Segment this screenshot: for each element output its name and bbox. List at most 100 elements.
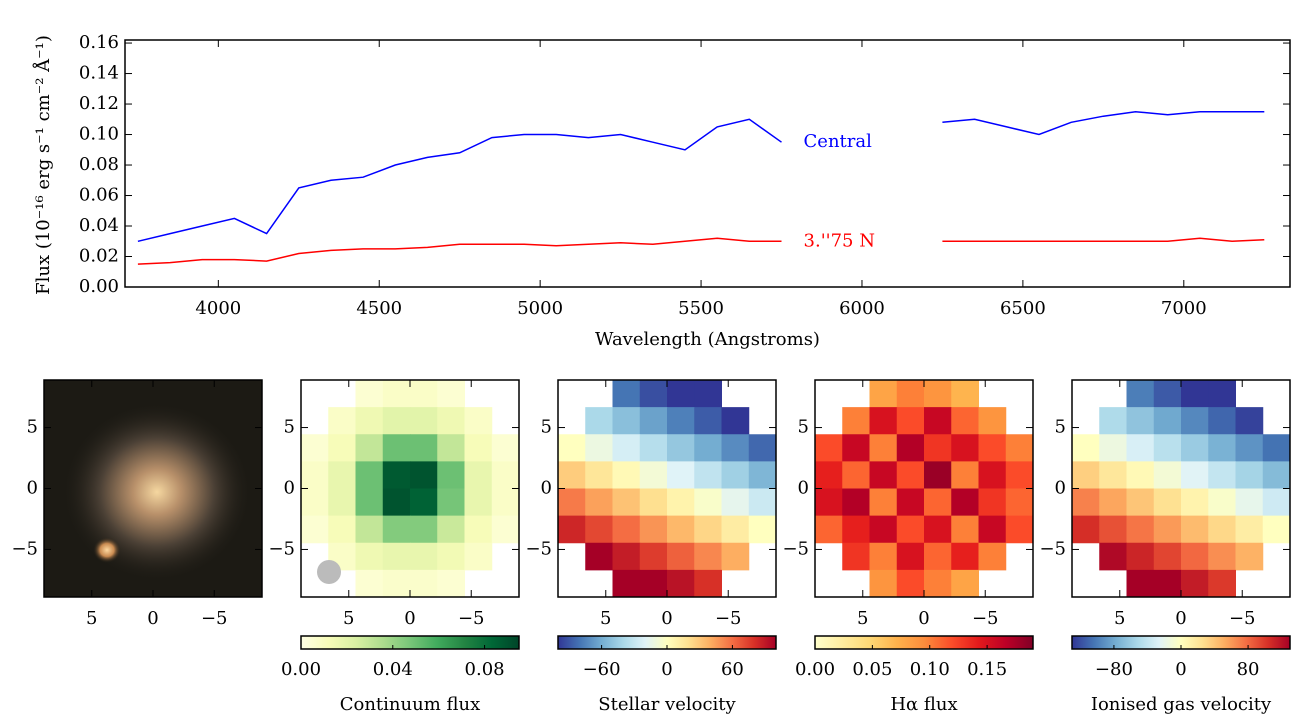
map-pixel	[612, 407, 641, 435]
map-pixel	[1005, 515, 1034, 544]
map-pixel	[301, 461, 329, 489]
map-pixel	[639, 380, 668, 408]
map-pixel	[896, 461, 925, 489]
map-pixel	[1099, 407, 1127, 435]
map-pixel	[410, 407, 438, 435]
map-pixel	[1262, 515, 1291, 544]
map-pixel	[382, 542, 411, 571]
map-pixel	[437, 542, 465, 571]
map-pixel	[355, 434, 384, 462]
y-tick-label: 0.06	[79, 185, 119, 206]
map-pixel	[612, 488, 641, 517]
map-pixel	[721, 515, 750, 544]
map-pixel	[896, 542, 925, 571]
map-pixel	[639, 434, 668, 462]
map-pixel	[978, 515, 1007, 544]
y-tick-label: 0.10	[79, 124, 119, 145]
x-tick-label: 5000	[517, 298, 563, 319]
map-pixel	[1099, 434, 1127, 462]
map-pixel	[694, 542, 722, 571]
map-pixel	[1208, 434, 1236, 462]
map-pixel	[1235, 461, 1264, 489]
map-pixel	[896, 380, 925, 408]
x-tick-label: 6000	[839, 298, 885, 319]
map-pixel	[1153, 461, 1182, 489]
map-pixel	[355, 461, 384, 489]
map-pixel	[437, 569, 465, 598]
y-tick-label: 5	[1055, 417, 1066, 438]
map-pixel	[1153, 569, 1182, 598]
x-tick-label: 6500	[1000, 298, 1046, 319]
map-pixel	[815, 461, 843, 489]
colorbar-tick-label: 60	[721, 659, 744, 680]
map-pixel	[1181, 434, 1209, 462]
map-pixel	[667, 461, 695, 489]
map-pixel	[1181, 488, 1209, 517]
y-tick-label: 0.00	[79, 276, 119, 297]
map-pixel	[869, 569, 898, 598]
map-pixel	[585, 515, 613, 544]
map-pixel	[1126, 542, 1155, 571]
x-tick-label: −5	[201, 608, 228, 629]
map-pixel	[978, 488, 1007, 517]
map-pixel	[355, 380, 384, 408]
map-pixel	[301, 434, 329, 462]
map-pixel	[382, 380, 411, 408]
y-tick-label: 5	[798, 417, 809, 438]
map-pixel	[491, 515, 520, 544]
map-pixel	[924, 461, 952, 489]
map-pixel	[1181, 380, 1209, 408]
spectrum-line	[137, 237, 1265, 265]
map-pixel	[585, 461, 613, 489]
map-pixel	[924, 515, 952, 544]
colorbar-tick-label: 0.00	[281, 659, 321, 680]
map-pixel	[612, 380, 641, 408]
map-pixel	[491, 461, 520, 489]
map-pixel	[924, 380, 952, 408]
map-pixel	[464, 407, 493, 435]
colorbar-label: Ionised gas velocity	[1091, 694, 1272, 715]
map-pixel	[667, 407, 695, 435]
y-tick-label: 0	[284, 478, 295, 499]
map-pixel	[328, 434, 356, 462]
map-pixel	[355, 515, 384, 544]
map-pixel	[1005, 434, 1034, 462]
map-pixel	[410, 542, 438, 571]
x-tick-label: −5	[715, 608, 742, 629]
map-pixel	[639, 407, 668, 435]
map-pixel	[437, 461, 465, 489]
map-pixel	[437, 407, 465, 435]
map-pixel	[869, 542, 898, 571]
map-pixel	[1099, 461, 1127, 489]
y-tick-label: 0.02	[79, 246, 119, 267]
map-pixel	[978, 461, 1007, 489]
map-pixel	[410, 434, 438, 462]
map-pixel	[639, 515, 668, 544]
map-pixel	[1235, 515, 1264, 544]
colorbar-tick-label: 0	[1175, 659, 1186, 680]
y-tick-label: 5	[541, 417, 552, 438]
map-pixel	[1126, 461, 1155, 489]
map-pixel	[1072, 515, 1100, 544]
map-pixel	[355, 407, 384, 435]
x-tick-label: 7000	[1161, 298, 1207, 319]
map-pixel	[328, 488, 356, 517]
map-pixel	[951, 488, 979, 517]
y-tick-label: −5	[268, 538, 295, 559]
map-pixel	[639, 488, 668, 517]
map-pixel	[869, 461, 898, 489]
map-pixel	[328, 407, 356, 435]
map-pixel	[1099, 515, 1127, 544]
map-pixel	[1153, 515, 1182, 544]
map-pixel	[558, 515, 586, 544]
map-pixel	[410, 488, 438, 517]
map-pixel	[1208, 569, 1236, 598]
map-pixel	[748, 461, 777, 489]
map-pixel	[1208, 488, 1236, 517]
map-pixel	[382, 488, 411, 517]
map-pixel	[815, 434, 843, 462]
map-pixel	[464, 542, 493, 571]
colorbar-tick-label: 0.05	[852, 659, 892, 680]
y-tick-label: 0.14	[79, 63, 119, 84]
map-pixel	[721, 407, 750, 435]
